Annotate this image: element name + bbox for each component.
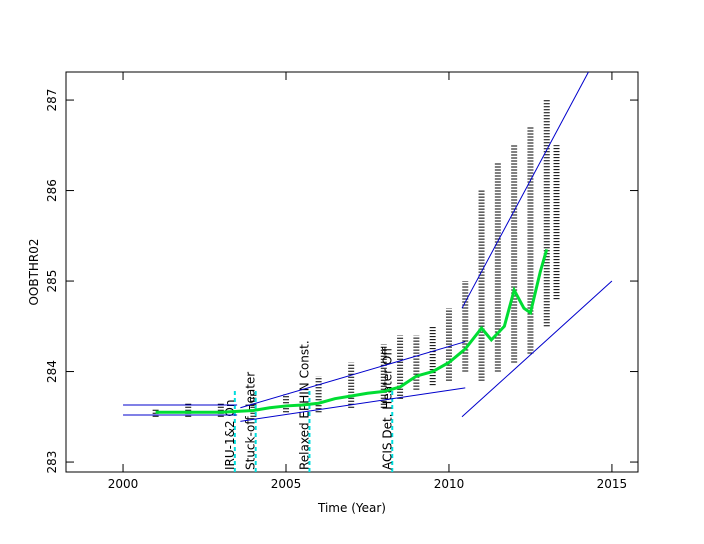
series-line [240,387,466,422]
y-tick-label: 284 [45,360,59,383]
series-line [461,71,589,309]
series-line [155,248,549,414]
y-tick-label: 285 [45,270,59,293]
plot-frame [65,71,639,473]
y-tick-label: 283 [45,451,59,474]
event-label: Stuck-off Heater [244,372,258,470]
y-axis-label: OOBTHR02 [27,238,41,305]
series-line [240,341,466,409]
event-label: IRU-1&2 On [223,400,237,470]
y-tick-label: 287 [45,89,59,112]
x-axis-label: Time (Year) [317,501,386,515]
x-tick-label: 2010 [434,477,465,491]
y-tick-label: 286 [45,179,59,202]
x-tick-label: 2000 [108,477,139,491]
event-label: ACIS Det. Heater Off [380,347,394,470]
x-tick-label: 2015 [597,477,628,491]
x-tick-label: 2005 [271,477,302,491]
series-line [461,280,613,418]
